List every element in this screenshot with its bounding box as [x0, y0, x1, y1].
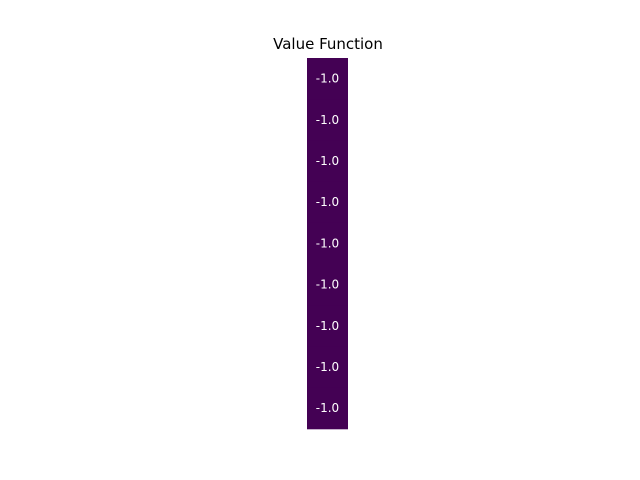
chart-title: Value Function — [273, 35, 383, 53]
heatmap-cell — [307, 346, 348, 389]
heatmap-cell — [307, 264, 348, 306]
heatmap-cell-label: -1.0 — [316, 195, 339, 209]
heatmap-cell-label: -1.0 — [316, 401, 339, 415]
heatmap-cell-label: -1.0 — [316, 360, 339, 374]
heatmap-cell — [307, 222, 348, 265]
heatmap-cell-label: -1.0 — [316, 154, 339, 168]
heatmap-cell-labels: -1.0 -1.0 -1.0 -1.0 -1.0 -1.0 -1.0 -1.0 -1.0 — [316, 72, 339, 416]
heatmap-cell-label: -1.0 — [316, 319, 339, 333]
heatmap-cells — [307, 58, 348, 430]
heatmap-cell — [307, 305, 348, 347]
heatmap-cell-label: -1.0 — [316, 236, 339, 250]
heatmap-cell-label: -1.0 — [316, 278, 339, 292]
heatmap-cell-label: -1.0 — [316, 72, 339, 86]
heatmap-cell-label: -1.0 — [316, 113, 339, 127]
heatmap-cell — [307, 181, 348, 224]
heatmap-cell — [307, 99, 348, 141]
heatmap-cell — [307, 387, 348, 430]
heatmap-cell — [307, 140, 348, 183]
heatmap-cell — [307, 58, 348, 100]
